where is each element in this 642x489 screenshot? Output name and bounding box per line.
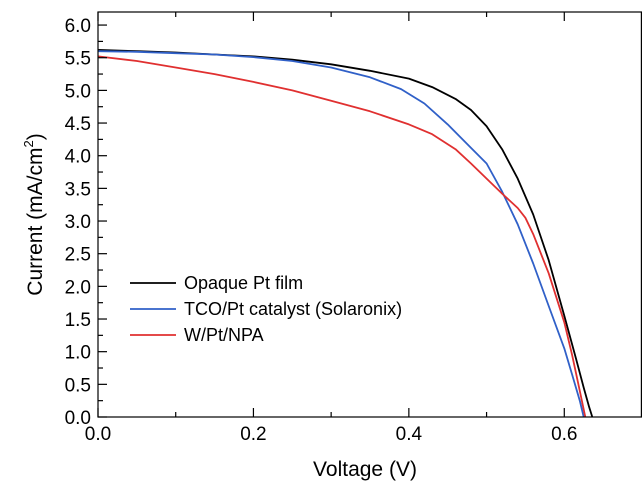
x-axis-label: Voltage (V): [313, 458, 417, 481]
series-line-2: [97, 50, 585, 418]
plot-frame: [97, 11, 642, 418]
y-tick-label: 5.0: [65, 81, 91, 102]
legend-label-2: TCO/Pt catalyst (Solaronix): [184, 299, 402, 319]
y-tick-label: 1.5: [65, 310, 91, 331]
y-tick-label: 6.0: [65, 16, 91, 37]
tick-labels-layer: 0.0 0.2 0.4 0.6 0.0 0.5 1.0 1.5 2.0 2.5 3.0 3.5 4.0 4…: [65, 16, 578, 445]
series-line-3: [97, 55, 587, 418]
x-tick-label: 0.6: [551, 424, 577, 445]
legend-label-3: W/Pt/NPA: [184, 325, 264, 345]
y-tick-label: 2.5: [65, 245, 91, 266]
y-tick-label: 5.5: [65, 49, 91, 70]
y-axis-label-main: Current (mA/cm: [24, 148, 47, 296]
y-axis-label-end: ): [24, 133, 47, 140]
x-tick-label: 0.4: [396, 424, 423, 445]
y-tick-label: 0.5: [65, 375, 91, 396]
series-layer: [97, 49, 594, 418]
y-axis-label: Current (mA/cm2): [21, 133, 47, 295]
y-tick-label: 3.5: [65, 179, 91, 200]
y-axis-label-superscript: 2: [21, 140, 36, 147]
y-tick-label: 4.0: [65, 147, 91, 168]
y-tick-label: 3.0: [65, 212, 91, 233]
y-tick-label: 2.0: [65, 277, 91, 298]
ticks-layer: [97, 12, 642, 418]
legend: Opaque Pt film TCO/Pt catalyst (Solaronix…: [130, 273, 402, 345]
y-tick-label: 1.0: [65, 343, 91, 364]
legend-label-1: Opaque Pt film: [184, 273, 303, 293]
x-tick-label: 0.2: [240, 424, 266, 445]
x-tick-label: 0.0: [85, 424, 111, 445]
y-tick-label: 0.0: [65, 408, 91, 429]
y-tick-label: 4.5: [65, 114, 91, 135]
